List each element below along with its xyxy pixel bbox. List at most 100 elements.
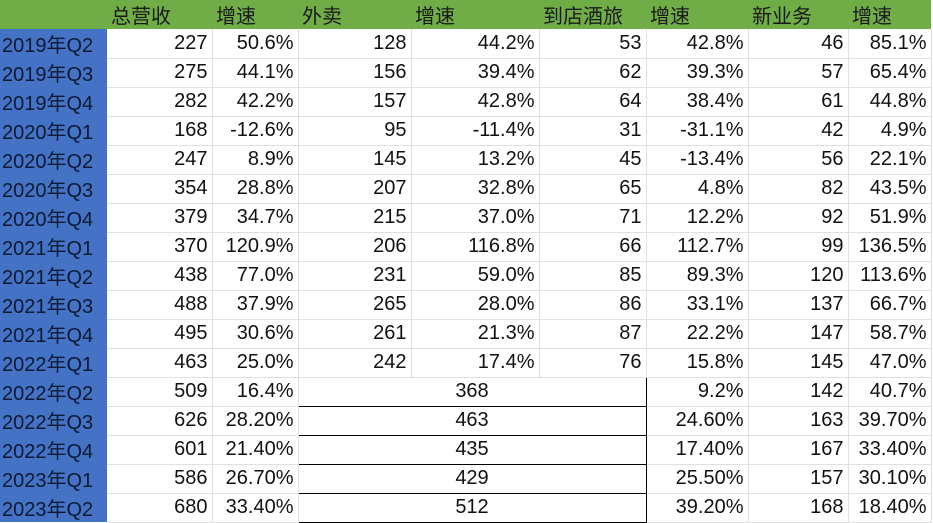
cell-instore-growth[interactable]: 25.50% xyxy=(646,464,749,494)
cell-revenue-growth[interactable]: 28.8% xyxy=(212,174,299,204)
cell-new-growth[interactable]: 85.1% xyxy=(848,29,932,59)
cell-new-growth[interactable]: 47.0% xyxy=(848,348,932,378)
cell-period[interactable]: 2021年Q2 xyxy=(0,261,107,290)
cell-merged[interactable]: 368 xyxy=(297,376,647,407)
cell-instore[interactable]: 86 xyxy=(539,290,647,320)
cell-delivery[interactable]: 206 xyxy=(298,232,412,262)
cell-revenue[interactable]: 463 xyxy=(107,348,213,378)
cell-revenue[interactable]: 438 xyxy=(107,261,213,291)
cell-revenue-growth[interactable]: 21.40% xyxy=(212,435,299,465)
cell-revenue-growth[interactable]: 25.0% xyxy=(212,348,299,378)
cell-new[interactable]: 120 xyxy=(748,261,849,291)
cell-period[interactable]: 2023年Q1 xyxy=(0,464,107,493)
cell-new[interactable]: 167 xyxy=(748,435,849,465)
cell-period[interactable]: 2020年Q4 xyxy=(0,203,107,232)
cell-new-growth[interactable]: 65.4% xyxy=(848,58,932,88)
cell-delivery[interactable]: 207 xyxy=(298,174,412,204)
cell-revenue-growth[interactable]: 30.6% xyxy=(212,319,299,349)
cell-instore-growth[interactable]: 17.40% xyxy=(646,435,749,465)
cell-new[interactable]: 168 xyxy=(748,493,849,523)
cell-instore-growth[interactable]: -13.4% xyxy=(646,145,749,175)
cell-new[interactable]: 92 xyxy=(748,203,849,233)
cell-merged[interactable]: 435 xyxy=(297,434,647,465)
cell-new[interactable]: 56 xyxy=(748,145,849,175)
cell-delivery-growth[interactable]: 37.0% xyxy=(411,203,540,233)
cell-revenue[interactable]: 354 xyxy=(107,174,213,204)
cell-instore[interactable]: 66 xyxy=(539,232,647,262)
header-new-business[interactable]: 新业务 xyxy=(748,0,848,29)
cell-revenue[interactable]: 488 xyxy=(107,290,213,320)
cell-period[interactable]: 2019年Q4 xyxy=(0,87,107,116)
cell-revenue[interactable]: 509 xyxy=(107,377,213,407)
cell-merged[interactable]: 512 xyxy=(297,492,647,523)
cell-revenue[interactable]: 247 xyxy=(107,145,213,175)
cell-new[interactable]: 145 xyxy=(748,348,849,378)
cell-delivery[interactable]: 156 xyxy=(298,58,412,88)
cell-new[interactable]: 46 xyxy=(748,29,849,59)
cell-delivery-growth[interactable]: 28.0% xyxy=(411,290,540,320)
cell-period[interactable]: 2021年Q3 xyxy=(0,290,107,319)
cell-delivery[interactable]: 242 xyxy=(298,348,412,378)
cell-delivery[interactable]: 128 xyxy=(298,29,412,59)
header-instore[interactable]: 到店酒旅 xyxy=(539,0,646,29)
header-new-business-growth[interactable]: 增速 xyxy=(848,0,931,29)
cell-instore-growth[interactable]: 4.8% xyxy=(646,174,749,204)
cell-new-growth[interactable]: 113.6% xyxy=(848,261,932,291)
cell-delivery-growth[interactable]: -11.4% xyxy=(411,116,540,146)
cell-revenue-growth[interactable]: 8.9% xyxy=(212,145,299,175)
header-delivery[interactable]: 外卖 xyxy=(298,0,411,29)
cell-delivery[interactable]: 157 xyxy=(298,87,412,117)
cell-revenue[interactable]: 227 xyxy=(107,29,213,59)
cell-revenue[interactable]: 601 xyxy=(107,435,213,465)
cell-instore-growth[interactable]: 39.20% xyxy=(646,493,749,523)
cell-new-growth[interactable]: 4.9% xyxy=(848,116,932,146)
cell-period[interactable]: 2019年Q2 xyxy=(0,29,107,58)
cell-instore[interactable]: 76 xyxy=(539,348,647,378)
cell-instore-growth[interactable]: 22.2% xyxy=(646,319,749,349)
cell-delivery[interactable]: 215 xyxy=(298,203,412,233)
cell-delivery-growth[interactable]: 17.4% xyxy=(411,348,540,378)
cell-delivery[interactable]: 145 xyxy=(298,145,412,175)
cell-revenue-growth[interactable]: 42.2% xyxy=(212,87,299,117)
cell-revenue[interactable]: 370 xyxy=(107,232,213,262)
cell-revenue-growth[interactable]: 50.6% xyxy=(212,29,299,59)
cell-instore-growth[interactable]: 42.8% xyxy=(646,29,749,59)
cell-new-growth[interactable]: 18.40% xyxy=(848,493,932,523)
cell-revenue[interactable]: 168 xyxy=(107,116,213,146)
cell-instore-growth[interactable]: 39.3% xyxy=(646,58,749,88)
cell-delivery[interactable]: 231 xyxy=(298,261,412,291)
cell-revenue-growth[interactable]: 28.20% xyxy=(212,406,299,436)
cell-revenue-growth[interactable]: 26.70% xyxy=(212,464,299,494)
cell-delivery-growth[interactable]: 44.2% xyxy=(411,29,540,59)
cell-revenue[interactable]: 586 xyxy=(107,464,213,494)
cell-revenue[interactable]: 495 xyxy=(107,319,213,349)
cell-new[interactable]: 163 xyxy=(748,406,849,436)
cell-new-growth[interactable]: 39.70% xyxy=(848,406,932,436)
cell-period[interactable]: 2021年Q4 xyxy=(0,319,107,348)
header-revenue[interactable]: 总营收 xyxy=(107,0,212,29)
cell-instore[interactable]: 71 xyxy=(539,203,647,233)
cell-revenue-growth[interactable]: 37.9% xyxy=(212,290,299,320)
cell-new-growth[interactable]: 22.1% xyxy=(848,145,932,175)
header-instore-growth[interactable]: 增速 xyxy=(646,0,748,29)
cell-merged[interactable]: 463 xyxy=(297,405,647,436)
cell-delivery-growth[interactable]: 42.8% xyxy=(411,87,540,117)
cell-new[interactable]: 42 xyxy=(748,116,849,146)
cell-new[interactable]: 99 xyxy=(748,232,849,262)
cell-new-growth[interactable]: 51.9% xyxy=(848,203,932,233)
cell-instore-growth[interactable]: 15.8% xyxy=(646,348,749,378)
cell-new-growth[interactable]: 33.40% xyxy=(848,435,932,465)
cell-period[interactable]: 2023年Q2 xyxy=(0,493,107,522)
cell-instore[interactable]: 85 xyxy=(539,261,647,291)
cell-revenue[interactable]: 275 xyxy=(107,58,213,88)
cell-instore[interactable]: 45 xyxy=(539,145,647,175)
cell-revenue[interactable]: 680 xyxy=(107,493,213,523)
cell-delivery[interactable]: 265 xyxy=(298,290,412,320)
cell-period[interactable]: 2019年Q3 xyxy=(0,58,107,87)
cell-instore[interactable]: 62 xyxy=(539,58,647,88)
cell-period[interactable]: 2021年Q1 xyxy=(0,232,107,261)
header-revenue-growth[interactable]: 增速 xyxy=(212,0,298,29)
cell-instore-growth[interactable]: 24.60% xyxy=(646,406,749,436)
cell-instore-growth[interactable]: 33.1% xyxy=(646,290,749,320)
cell-revenue-growth[interactable]: 33.40% xyxy=(212,493,299,523)
